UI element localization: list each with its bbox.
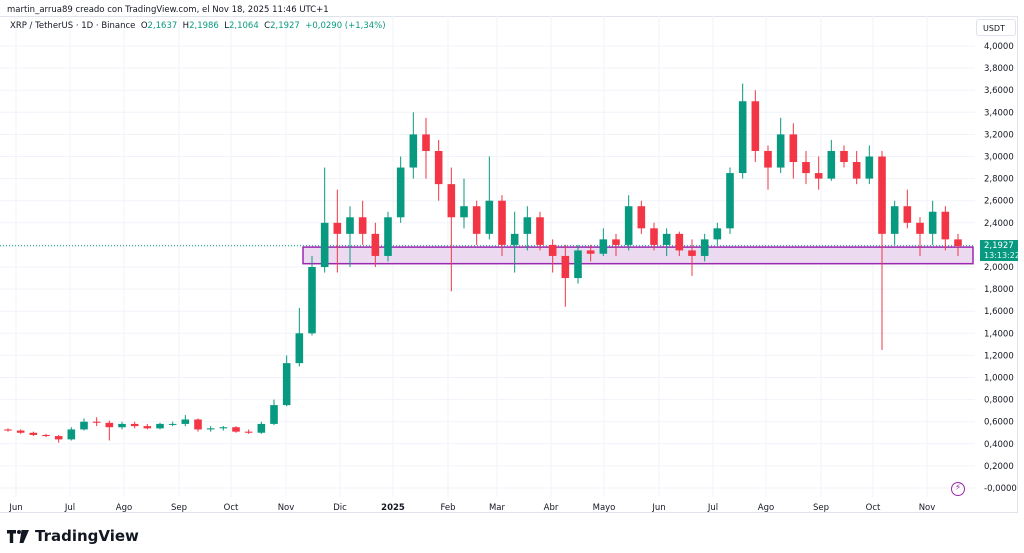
chart-credit: martin_arrua89 creado con TradingView.co… xyxy=(7,5,329,15)
price-tick-label: 2,0000 xyxy=(984,263,1014,273)
price-tick-label: 0,6000 xyxy=(984,418,1014,428)
tradingview-logo: TradingView xyxy=(7,527,139,545)
price-tick-label: 1,0000 xyxy=(984,374,1014,384)
price-tick-label: 0,8000 xyxy=(984,396,1014,406)
time-tick-label: Sep xyxy=(171,503,187,513)
chart-pane[interactable] xyxy=(0,16,1018,513)
time-tick-label: Oct xyxy=(866,503,881,513)
change-value: +0,0290 (+1,34%) xyxy=(305,21,386,31)
last-price-tag: 2,1927 13:13:22 xyxy=(980,240,1020,261)
price-tick-label: 1,4000 xyxy=(984,329,1014,339)
bar-countdown: 13:13:22 xyxy=(984,251,1020,260)
time-tick-label: 2025 xyxy=(381,503,405,513)
symbol-legend: XRP / TetherUS · 1D · Binance O2,1637 H2… xyxy=(10,21,386,31)
price-tick-label: 0,2000 xyxy=(984,462,1014,472)
price-tick-label: 2,6000 xyxy=(984,197,1014,207)
currency-unit-button[interactable]: USDT xyxy=(976,19,1016,36)
time-tick-label: Sep xyxy=(813,503,829,513)
price-tick-label: 3,0000 xyxy=(984,153,1014,163)
price-tick-label: 1,2000 xyxy=(984,351,1014,361)
time-tick-label: Dic xyxy=(333,503,347,513)
price-tick-label: 4,0000 xyxy=(984,42,1014,52)
last-price-value: 2,1927 xyxy=(984,241,1014,251)
time-tick-label: Abr xyxy=(544,503,559,513)
time-tick-label: Nov xyxy=(278,503,295,513)
close-value: 2,1927 xyxy=(270,21,300,31)
time-tick-label: Jun xyxy=(651,503,665,513)
brand-name: TradingView xyxy=(35,527,139,545)
support-zone[interactable] xyxy=(302,246,974,265)
open-value: 2,1637 xyxy=(147,21,178,31)
low-value: 2,1064 xyxy=(228,21,259,31)
price-tick-label: 0,4000 xyxy=(984,440,1014,450)
time-tick-label: Jul xyxy=(707,503,718,513)
high-value: 2,1986 xyxy=(189,21,219,31)
price-tick-label: 1,6000 xyxy=(984,307,1014,317)
price-tick-label: 3,4000 xyxy=(984,108,1014,118)
price-tick-label: 3,2000 xyxy=(984,130,1014,140)
time-axis[interactable]: Jun Jul Ago Sep Oct Nov Dic 2025 Feb Mar Abr Mayo Ju… xyxy=(8,503,935,513)
tradingview-logo-icon xyxy=(7,529,29,543)
time-tick-label: Ago xyxy=(758,503,774,513)
price-tick-label: 2,8000 xyxy=(984,175,1014,185)
time-tick-label: Oct xyxy=(224,503,239,513)
time-tick-label: Jun xyxy=(8,503,22,513)
time-tick-label: Mar xyxy=(489,503,506,513)
lightning-icon[interactable]: ⚡︎ xyxy=(951,482,965,496)
time-tick-label: Nov xyxy=(919,503,936,513)
time-tick-label: Feb xyxy=(440,503,455,513)
price-axis[interactable]: 4,0000 3,8000 3,6000 3,4000 3,2000 3,0000 2,80… xyxy=(984,42,1017,494)
time-tick-label: Ago xyxy=(116,503,132,513)
candlestick-series xyxy=(4,83,962,443)
time-tick-label: Jul xyxy=(64,503,75,513)
price-tick-label: 3,8000 xyxy=(984,64,1014,74)
price-tick-label: 2,4000 xyxy=(984,219,1014,229)
price-tick-label: -0,0000 xyxy=(984,484,1017,494)
price-tick-label: 1,8000 xyxy=(984,285,1014,295)
price-tick-label: 3,6000 xyxy=(984,86,1014,96)
time-tick-label: Mayo xyxy=(593,503,616,513)
symbol-label[interactable]: XRP / TetherUS · 1D · Binance xyxy=(10,21,136,31)
